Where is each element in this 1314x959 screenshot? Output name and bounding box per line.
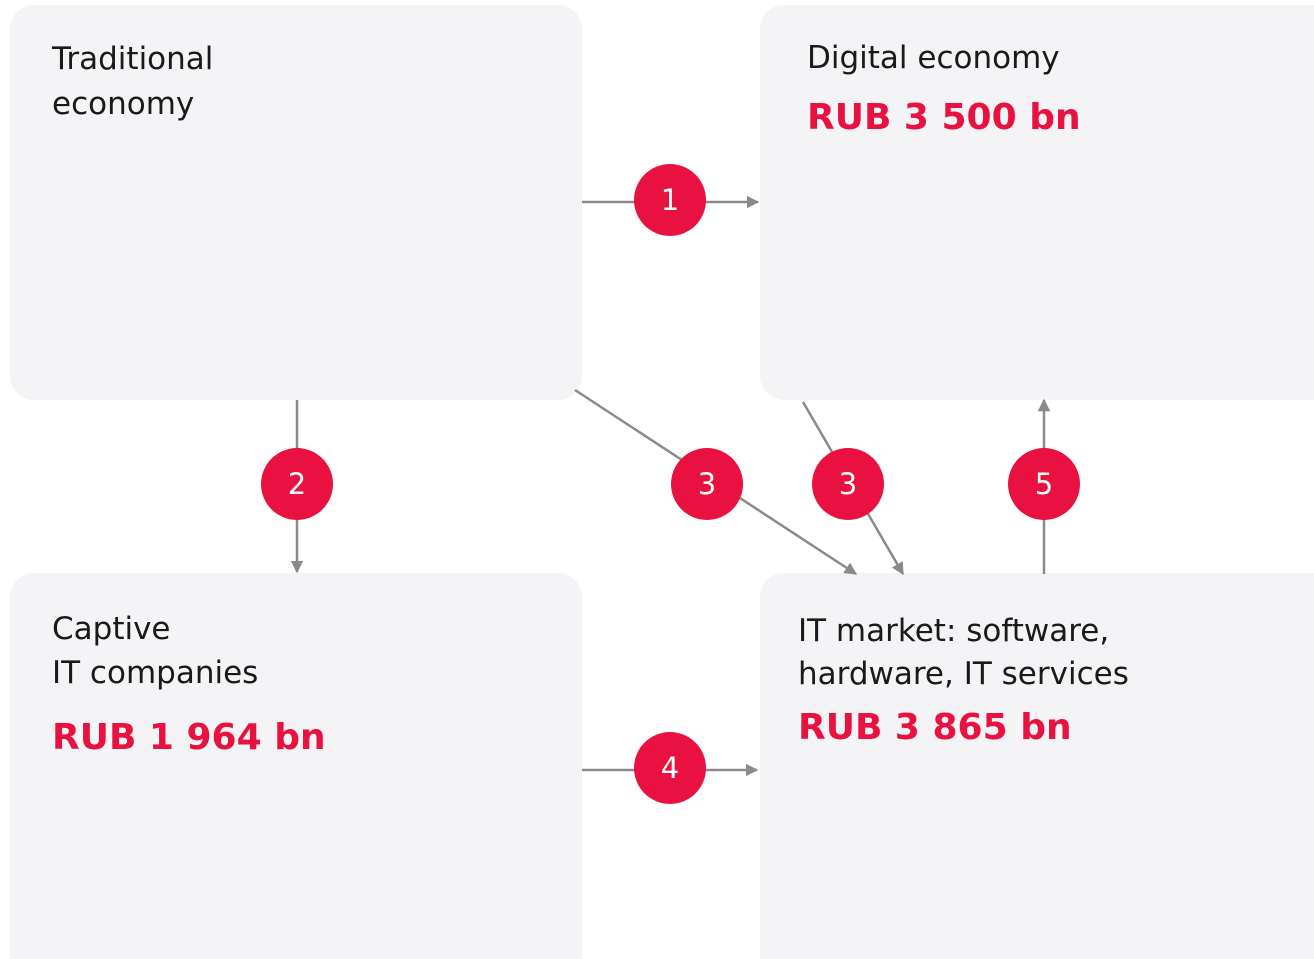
- edge-label: 3: [839, 467, 857, 501]
- node-box: [10, 5, 582, 400]
- edge-badge: 4: [634, 732, 706, 804]
- edge-label: 1: [661, 183, 679, 217]
- node-value: RUB 1 964 bn: [52, 717, 326, 758]
- node-label: IT market: software,: [798, 613, 1109, 649]
- node-box: [760, 5, 1314, 400]
- edge-label: 5: [1035, 467, 1053, 501]
- edge-badge: 1: [634, 164, 706, 236]
- node-box: [760, 573, 1314, 959]
- node-label: IT companies: [52, 655, 258, 691]
- node-value: RUB 3 865 bn: [798, 707, 1072, 748]
- node-label: economy: [52, 86, 194, 122]
- edge-badge: 3: [812, 448, 884, 520]
- node-label: hardware, IT services: [798, 656, 1129, 692]
- node-label: Traditional: [51, 41, 213, 77]
- node-box: [10, 573, 582, 959]
- node-label: Captive: [52, 611, 171, 647]
- edge-label: 3: [698, 467, 716, 501]
- edge-label: 4: [661, 751, 679, 785]
- edge-badge: 3: [671, 448, 743, 520]
- node-label: Digital economy: [807, 40, 1060, 76]
- node-value: RUB 3 500 bn: [807, 97, 1081, 138]
- edge-badge: 5: [1008, 448, 1080, 520]
- edge-badge: 2: [261, 448, 333, 520]
- edge-label: 2: [288, 467, 306, 501]
